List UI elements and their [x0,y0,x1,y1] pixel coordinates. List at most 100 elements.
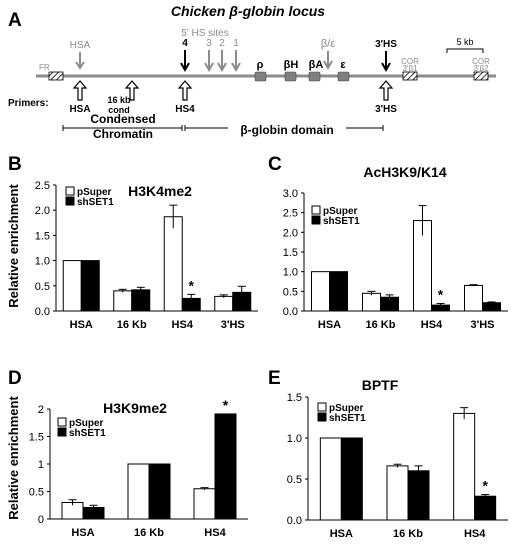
legend-label-pSuper: pSuper [323,206,358,217]
y-tick-label: 0.0 [287,515,302,527]
y-tick-label: 1.0 [287,433,302,445]
bar-shSET1 [474,495,497,521]
globin-domain-label: β-globin domain [240,123,333,137]
x-tick-label: 16 Kb [366,319,396,331]
chart-h3k4me2: H3K4me2 Relative enrichment 0.0 0.5 1.0 1.5… [6,180,258,331]
legend-label-shSET1: shSET1 [77,197,114,208]
y-tick-label: 0.5 [283,286,298,298]
x-tick-label: HS4 [421,319,443,331]
primer-16kb-label-2: cond [108,105,130,115]
x-tick-label: 16 Kb [134,527,164,539]
locus-title: Chicken β-globin locus [171,3,325,19]
primer-3hs-arrow [378,80,394,101]
x-tick-label: HSA [318,319,341,331]
y-tick-label: 2.0 [35,205,50,217]
fr-element [48,71,64,81]
y-tick-label: 3.0 [283,188,298,200]
bar-pSuper [193,488,216,520]
panel-label-d: D [8,368,22,389]
y-tick-label: 2 [38,404,44,416]
condensed-label-2: Chromatin [93,127,153,141]
gene-rho [254,71,267,82]
bar-shSET1 [148,463,171,520]
y-tick-label: 1.0 [283,267,298,279]
panel-label-e: E [268,368,281,389]
hs3prime-top-arrow [381,51,391,73]
bar-shSET1 [214,413,237,520]
x-tick-label: HS4 [204,527,226,539]
bar-pSuper [386,465,409,521]
primer-hsa-label: HSA [69,104,90,115]
bar-pSuper [62,260,82,312]
panel-label-c: C [268,154,282,175]
legend-label-pSuper: pSuper [77,187,112,198]
chart-bptf: BPTF 0.0 0.5 1.0 1.5 HSA 16 Kb HS4 * pSupershSET… [287,377,508,540]
gene-epsilon-label: ε [340,59,346,71]
hsa-top-arrow [75,52,85,70]
legend-label-pSuper: pSuper [69,418,104,429]
legend-swatch-pSuper [65,186,75,196]
significance-mark: * [482,478,488,494]
hs3-top-arrow [204,50,214,73]
cor2-label: COR [472,57,490,66]
chart-ach3k9-k14: AcH3K9/K14 0.0 0.5 1.0 1.5 2.0 2.5 3.0 HSA 16 Kb… [283,164,508,331]
bar-pSuper [362,292,381,312]
hs2-top-arrow [217,50,227,73]
cor1-label: COR [401,57,419,66]
x-tick-label: HS4 [172,319,194,331]
bar-pSuper [453,412,476,521]
legend-label-shSET1: shSET1 [323,216,360,227]
legend-label-pSuper: pSuper [329,403,364,414]
gene-beta-h [284,71,297,82]
bar-pSuper [214,295,234,312]
cor1-label-2: 3'β1 [402,64,418,73]
bar-pSuper [311,271,330,312]
x-tick-label: HSA [71,527,94,539]
bar-pSuper [113,290,133,312]
hs3prime-top-label: 3'HS [375,39,397,50]
significance-mark: * [438,287,444,303]
y-tick-label: 1.5 [35,230,50,242]
x-tick-label: 16 Kb [117,319,147,331]
scale-bar [446,48,484,53]
primer-hs4-arrow [177,80,193,101]
legend-label-shSET1: shSET1 [69,428,106,439]
gene-beta-a-label: βA [309,59,324,71]
significance-mark: * [223,397,229,413]
cor2-label-2: 3'β2 [473,64,489,73]
gene-epsilon [337,71,350,82]
legend-swatch-pSuper [57,417,67,427]
primer-hs4-label: HS4 [175,104,195,115]
hs2-top-label: 2 [219,38,225,49]
fr-label: FR [39,63,50,72]
hs-sites-label: 5' HS sites [181,28,228,39]
y-tick-label: 0.5 [35,281,50,293]
hs1-top-label: 1 [233,38,239,49]
chart-b-title: H3K4me2 [128,183,192,199]
primer-hsa-arrow [72,80,88,101]
primers-label: Primers: [8,98,49,109]
chart-h3k9me2: H3K9me2 Relative enrichment 0 0.5 1 1.5 2 HSA… [6,396,248,539]
beta-eps-arrow [323,51,333,71]
scale-label: 5 kb [456,37,473,47]
y-tick-label: 2.0 [283,227,298,239]
panel-label-a: A [8,10,22,31]
y-tick-label: 1.5 [29,432,44,444]
bar-shSET1 [329,271,348,312]
legend-swatch-shSET1 [57,427,67,437]
y-tick-label: 1.5 [283,247,298,259]
x-tick-label: 16 Kb [393,528,423,540]
x-tick-label: 3'HS [470,319,494,331]
y-tick-label: 1.0 [35,256,50,268]
legend-swatch-pSuper [317,402,327,412]
legend-label-shSET1: shSET1 [329,413,366,424]
panel-label-b: B [8,154,22,175]
y-tick-label: 0.0 [283,306,298,318]
y-tick-label: 2.5 [35,180,50,192]
y-tick-label: 1 [38,459,44,471]
y-tick-label: 0.0 [35,306,50,318]
primer-3hs-label: 3'HS [375,104,397,115]
gene-beta-h-label: βH [284,59,299,71]
hs4-top-arrow [180,50,190,73]
